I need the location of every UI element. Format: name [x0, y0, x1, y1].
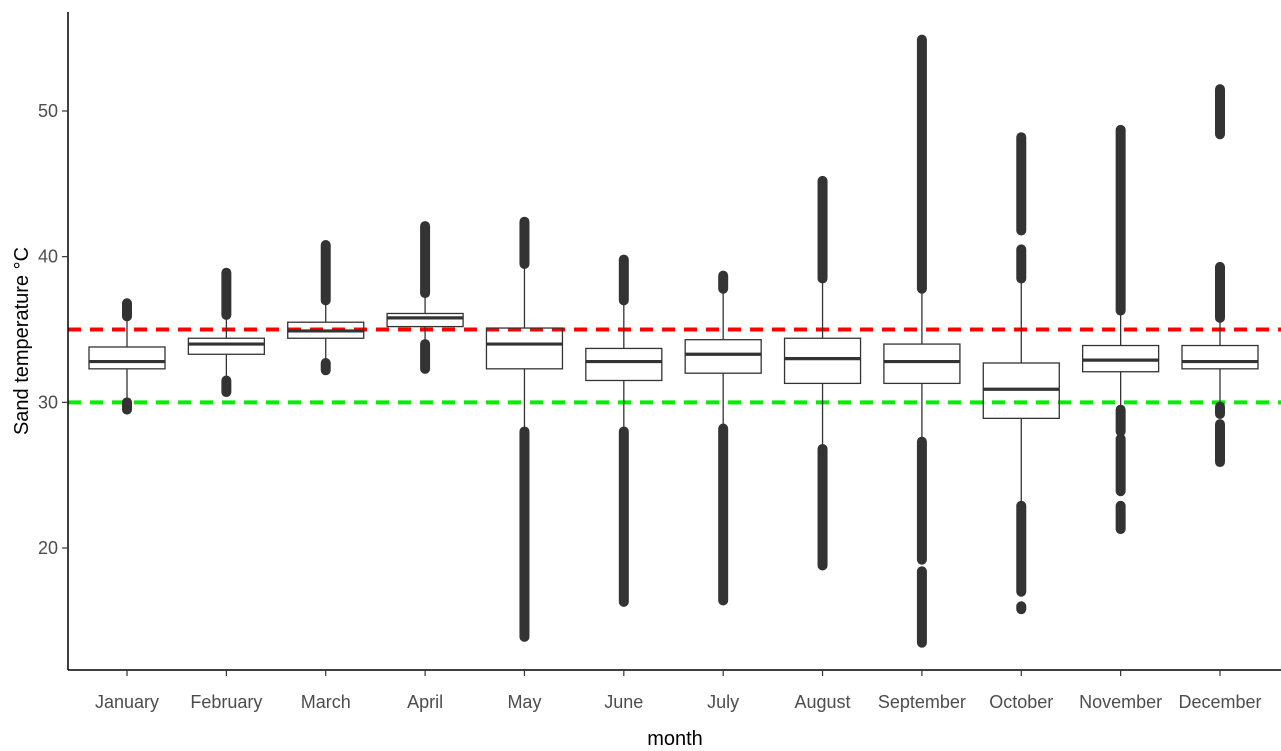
- boxplot-series: [88, 34, 1259, 648]
- box-iqr: [88, 346, 166, 370]
- box-iqr: [783, 337, 862, 385]
- box-april: [386, 221, 464, 374]
- x-tick-label: April: [407, 692, 443, 712]
- x-tick-label: September: [878, 692, 966, 712]
- box-january: [88, 298, 166, 415]
- box-iqr: [585, 347, 663, 382]
- x-tick-label: June: [604, 692, 643, 712]
- x-tick-label: August: [795, 692, 851, 712]
- box-august: [783, 175, 862, 571]
- x-tick-label: December: [1178, 692, 1261, 712]
- y-tick-label: 30: [38, 392, 58, 412]
- box-july: [684, 270, 762, 606]
- box-iqr: [485, 327, 564, 370]
- box-march: [287, 240, 365, 376]
- x-tick-label: March: [301, 692, 351, 712]
- y-axis-title: Sand temperature °C: [11, 247, 33, 435]
- box-iqr: [883, 343, 961, 385]
- box-september: [883, 34, 961, 648]
- box-iqr: [684, 339, 762, 374]
- x-tick-label: February: [190, 692, 262, 712]
- box-iqr: [187, 337, 266, 355]
- box-february: [187, 267, 266, 398]
- x-tick-label: November: [1079, 692, 1162, 712]
- x-tick-label: October: [989, 692, 1053, 712]
- x-tick-label: May: [507, 692, 541, 712]
- reference-lines: [68, 327, 1281, 405]
- box-december: [1181, 84, 1259, 468]
- y-axis-ticks: 20 30 40 50: [38, 101, 68, 558]
- axes: [67, 12, 1281, 671]
- box-october: [982, 132, 1060, 615]
- y-tick-label: 50: [38, 101, 58, 121]
- box-iqr: [1181, 344, 1259, 370]
- y-tick-label: 20: [38, 538, 58, 558]
- box-iqr: [386, 312, 464, 328]
- box-june: [585, 254, 663, 607]
- box-may: [485, 216, 564, 642]
- x-axis-ticks: January February March April May June July Augu…: [95, 670, 1262, 712]
- y-tick-label: 40: [38, 247, 58, 267]
- box-november: [1081, 124, 1160, 535]
- x-tick-label: July: [707, 692, 739, 712]
- x-axis-title: month: [647, 728, 703, 750]
- x-tick-label: January: [95, 692, 159, 712]
